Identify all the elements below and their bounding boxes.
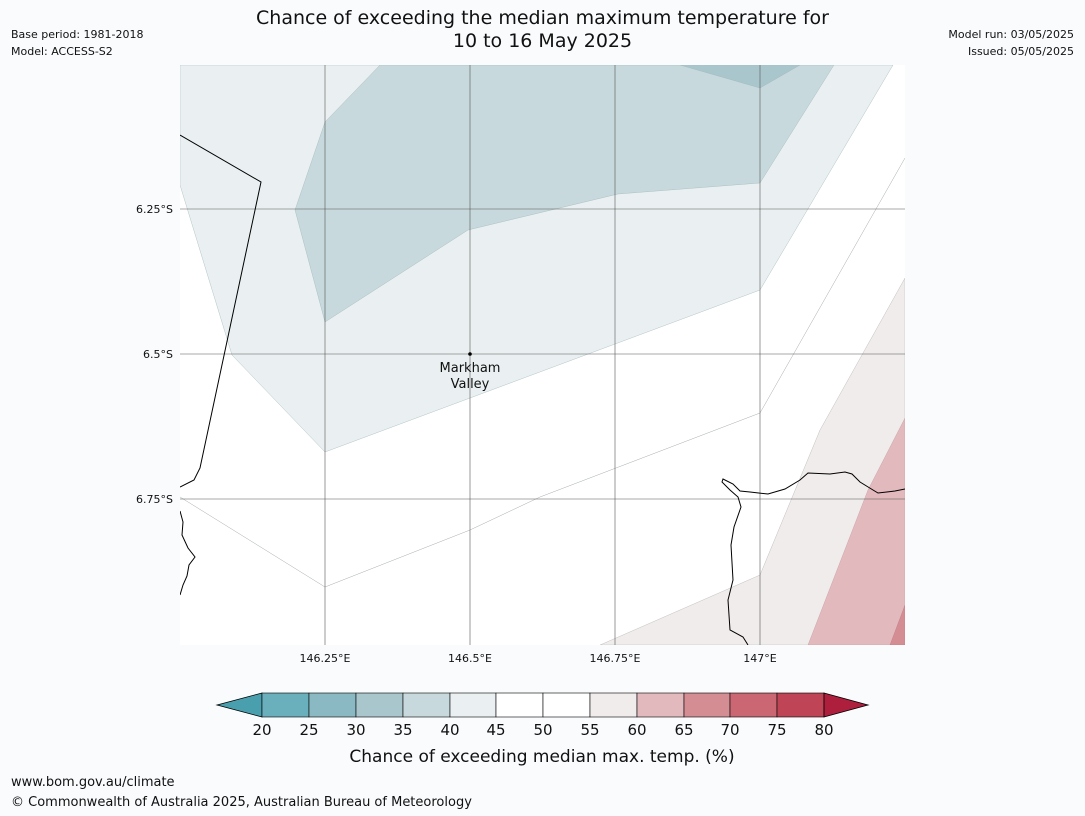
province-border [180, 134, 262, 488]
colorbar-tick-50: 50 [533, 721, 552, 739]
lon-label-146-5: 146.5°E [448, 652, 492, 665]
contour-line-50a [180, 157, 905, 588]
title-line-2: 10 to 16 May 2025 [452, 30, 633, 52]
map-title: Chance of exceeding the median maximum t… [200, 7, 885, 53]
colorbar-bin-45-50 [495, 692, 544, 718]
coastline-west [180, 510, 196, 596]
colorbar-tick-80: 80 [814, 721, 833, 739]
colorbar-tick-40: 40 [440, 721, 459, 739]
map-panel: Markham Valley [180, 65, 905, 645]
colorbar-bin-55-60 [589, 692, 638, 718]
colorbar-bin-20-25 [261, 692, 310, 718]
base-period-text: Base period: 1981-2018 [11, 28, 144, 41]
lon-label-146-75: 146.75°E [590, 652, 641, 665]
colorbar-extend-high [823, 692, 870, 718]
colorbar-bin-50-55 [542, 692, 591, 718]
town-label-line-2: Valley [451, 377, 490, 392]
colorbar-label: Chance of exceeding median max. temp. (%… [349, 747, 734, 767]
graticule [180, 65, 905, 645]
contour-65-70 [889, 604, 905, 645]
lat-label-6-75: 6.75°S [136, 493, 173, 506]
colorbar-bin-65-70 [683, 692, 731, 718]
colorbar-tick-20: 20 [252, 721, 271, 739]
colorbar-tick-35: 35 [393, 721, 412, 739]
footer-copyright: © Commonwealth of Australia 2025, Austra… [11, 795, 472, 810]
meta-right: Model run: 03/05/2025 Issued: 05/05/2025 [948, 26, 1074, 60]
colorbar-bin-75-80 [776, 692, 825, 718]
colorbar-bin-30-35 [355, 692, 404, 718]
colorbar-bin-70-75 [729, 692, 778, 718]
colorbar: 20 25 30 35 40 45 50 55 60 65 70 75 80 C… [215, 692, 870, 767]
lon-label-146-25: 146.25°E [300, 652, 351, 665]
colorbar-tick-75: 75 [767, 721, 786, 739]
colorbar-bin-25-30 [308, 692, 357, 718]
lat-label-6-25: 6.25°S [136, 203, 173, 216]
footer-url: www.bom.gov.au/climate [11, 775, 175, 790]
colorbar-bin-35-40 [402, 692, 451, 718]
issued-text: Issued: 05/05/2025 [967, 45, 1074, 58]
contour-30-35 [679, 65, 801, 89]
contour-55-60 [599, 277, 905, 645]
colorbar-bin-40-45 [449, 692, 497, 718]
colorbar-tick-45: 45 [486, 721, 505, 739]
title-line-1: Chance of exceeding the median maximum t… [256, 7, 829, 29]
colorbar-bin-60-65 [636, 692, 685, 718]
colorbar-tick-25: 25 [299, 721, 318, 739]
lon-label-147: 147°E [743, 652, 776, 665]
contour-35-40 [294, 65, 835, 323]
colorbar-tick-65: 65 [674, 721, 693, 739]
colorbar-extend-low [215, 692, 263, 718]
model-text: Model: ACCESS-S2 [11, 45, 113, 58]
colorbar-ticks: 20 25 30 35 40 45 50 55 60 65 70 75 80 [252, 721, 833, 739]
axis-labels: 146.25°E 146.5°E 146.75°E 147°E 6.25°S 6… [136, 203, 777, 665]
colorbar-tick-55: 55 [580, 721, 599, 739]
model-run-text: Model run: 03/05/2025 [948, 28, 1074, 41]
contour-60-65 [807, 417, 905, 645]
town-marker [468, 352, 472, 356]
colorbar-tick-70: 70 [720, 721, 739, 739]
colorbar-tick-60: 60 [627, 721, 646, 739]
colorbar-tick-30: 30 [346, 721, 365, 739]
meta-left: Base period: 1981-2018 Model: ACCESS-S2 [11, 26, 143, 60]
coastline-huon-gulf [721, 471, 905, 645]
lat-label-6-5: 6.5°S [143, 348, 173, 361]
town-label-line-1: Markham [440, 361, 501, 376]
